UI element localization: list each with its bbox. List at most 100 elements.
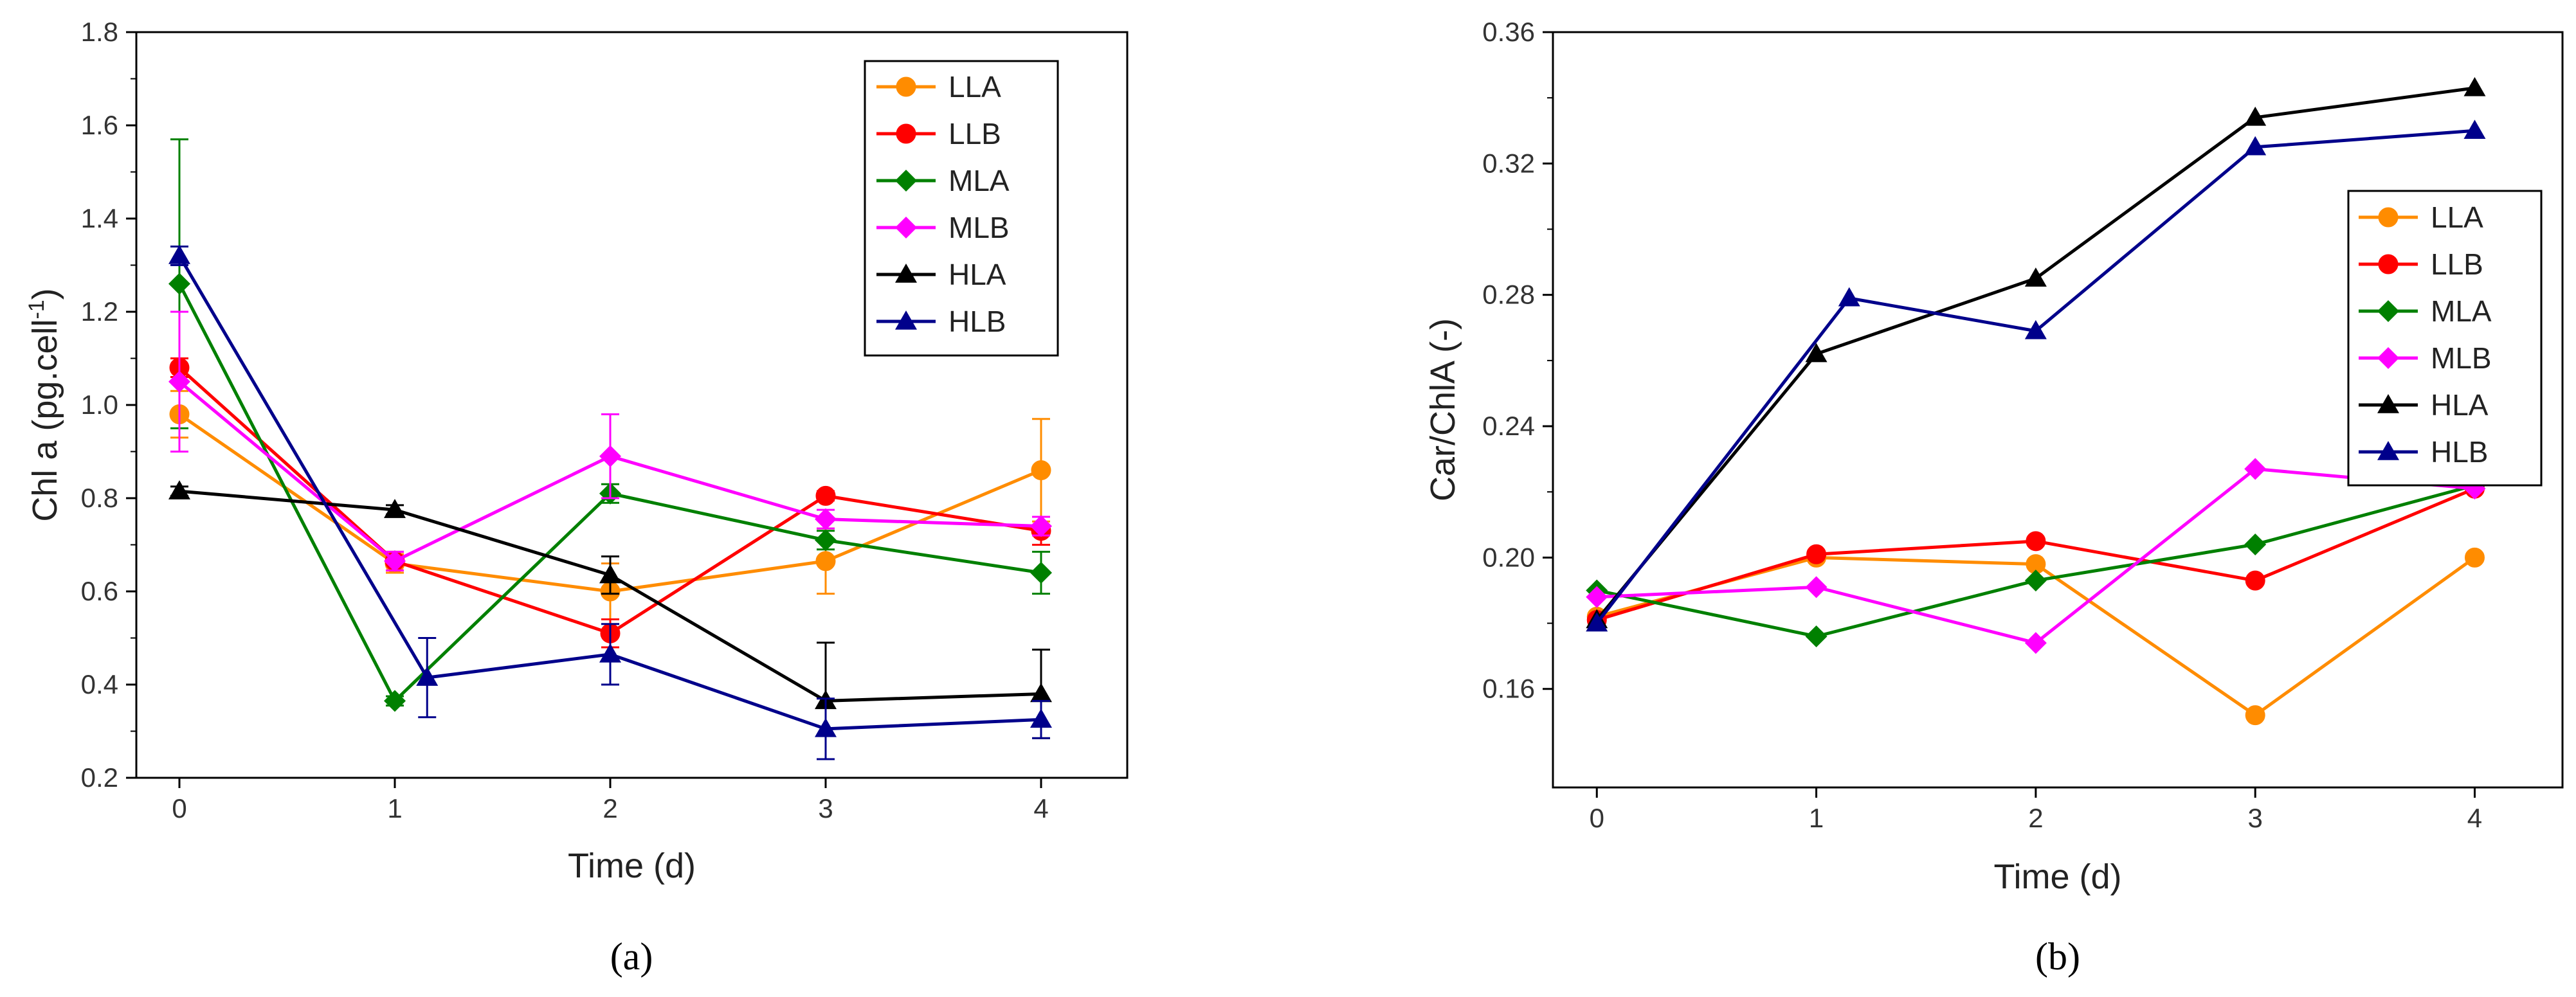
y-tick-label: 0.28 — [1482, 280, 1535, 310]
legend-swatch-marker — [895, 310, 917, 330]
data-point — [168, 370, 190, 393]
legend-label: LLA — [2431, 201, 2483, 234]
legend-swatch-marker — [2377, 347, 2399, 369]
y-tick-label: 0.6 — [81, 576, 118, 606]
data-point — [1805, 343, 1828, 363]
y-tick-label: 1.8 — [81, 17, 118, 47]
series-hlb — [1586, 120, 2486, 632]
x-axis-label: Time (d) — [568, 847, 696, 885]
legend-label: MLA — [2431, 294, 2492, 328]
data-point — [599, 564, 621, 584]
legend-label: MLB — [2431, 341, 2492, 375]
data-point — [2024, 267, 2047, 287]
legend-swatch-marker — [895, 264, 917, 283]
x-tick-label: 4 — [1033, 793, 1048, 823]
chart-panel-b: 0 1 2 3 4 0.16 0.20 0.24 0.28 0.32 0.36 Time (d) Car… — [1424, 17, 2564, 978]
y-axis-label: Chl a (pg.cell-1) — [24, 288, 64, 521]
data-point — [1586, 586, 1608, 608]
data-point — [599, 445, 621, 467]
data-point — [2245, 705, 2265, 726]
x-tick-label: 4 — [2467, 803, 2482, 833]
y-tick-label: 0.20 — [1482, 542, 1535, 572]
data-point — [815, 529, 837, 552]
legend-swatch-marker — [2377, 441, 2399, 460]
x-tick-label: 1 — [1809, 803, 1824, 833]
y-tick-label: 0.4 — [81, 669, 118, 699]
y-tick-label: 0.16 — [1482, 674, 1535, 704]
data-point — [168, 480, 190, 499]
x-tick-label: 1 — [387, 793, 402, 823]
series-hlb — [168, 245, 1052, 760]
legend-label: HLB — [2431, 435, 2488, 469]
data-point — [1838, 287, 1860, 307]
data-point — [815, 551, 836, 571]
legend-label: LLB — [2431, 247, 2483, 281]
legend-swatch-marker — [896, 123, 916, 144]
data-point — [168, 273, 190, 295]
data-point — [416, 667, 439, 686]
y-axis-label-main: Car/ChlA (-) — [1424, 318, 1462, 501]
data-point — [1030, 708, 1052, 728]
legend-label: HLA — [2431, 388, 2489, 422]
y-tick-label: 1.6 — [81, 110, 118, 140]
legend-swatch-marker — [2378, 207, 2399, 228]
y-axis-label-close: ) — [26, 288, 64, 300]
data-point — [1030, 562, 1052, 584]
legend-label: LLA — [948, 70, 1001, 103]
legend-swatch-marker — [2377, 300, 2399, 322]
data-point — [1586, 612, 1608, 632]
x-tick-label: 0 — [1590, 803, 1604, 833]
plot-frame — [1552, 31, 2564, 789]
legend-label: MLA — [948, 164, 1010, 197]
data-point — [2024, 632, 2047, 654]
panel-caption: (a) — [610, 935, 653, 978]
legend-label: MLB — [948, 211, 1010, 244]
y-tick-label: 1.0 — [81, 390, 118, 420]
data-point — [2464, 547, 2485, 568]
legend-swatch-marker — [895, 217, 917, 238]
data-point — [384, 690, 406, 712]
x-tick-label: 0 — [172, 793, 186, 823]
data-point — [168, 245, 190, 264]
data-point — [815, 485, 836, 506]
x-tick-label: 3 — [2247, 803, 2262, 833]
data-point — [2244, 458, 2267, 480]
data-point — [2463, 120, 2486, 139]
data-point — [2244, 533, 2267, 555]
legend: LLA LLB MLA MLB HLA HLB — [2347, 190, 2543, 487]
series-mla — [1586, 474, 2486, 647]
x-axis-label: Time (d) — [1994, 858, 2122, 896]
y-tick-label: 0.8 — [81, 483, 118, 513]
x-tick-label: 3 — [818, 793, 833, 823]
legend: LLA LLB MLA MLB HLA HLB — [864, 60, 1059, 357]
data-point — [815, 717, 837, 737]
legend-label: LLB — [948, 117, 1001, 150]
data-point — [1031, 460, 1051, 480]
data-point — [2244, 106, 2267, 126]
x-tick-label: 2 — [603, 793, 617, 823]
data-point — [2245, 570, 2265, 591]
data-point — [2024, 319, 2047, 339]
y-tick-label: 1.4 — [81, 203, 118, 233]
data-point — [384, 550, 406, 572]
legend-label: HLA — [948, 258, 1006, 291]
y-axis-label-main: Chl a (pg.cell — [26, 319, 64, 522]
legend-box — [864, 60, 1059, 357]
x-tick-label: 2 — [2028, 803, 2043, 833]
data-point — [384, 499, 406, 518]
legend-swatch-marker — [896, 76, 916, 97]
legend-swatch-marker — [895, 170, 917, 192]
data-point — [2026, 531, 2046, 552]
data-point — [1030, 683, 1052, 703]
data-point — [1806, 544, 1827, 564]
panel-caption: (b) — [2035, 935, 2080, 978]
data-point — [1030, 515, 1052, 537]
data-point — [2463, 76, 2486, 96]
legend-swatch-marker — [2378, 254, 2399, 274]
data-point — [2024, 570, 2047, 592]
data-point — [2244, 136, 2267, 156]
y-tick-label: 0.32 — [1482, 148, 1535, 178]
y-tick-label: 1.2 — [81, 296, 118, 327]
